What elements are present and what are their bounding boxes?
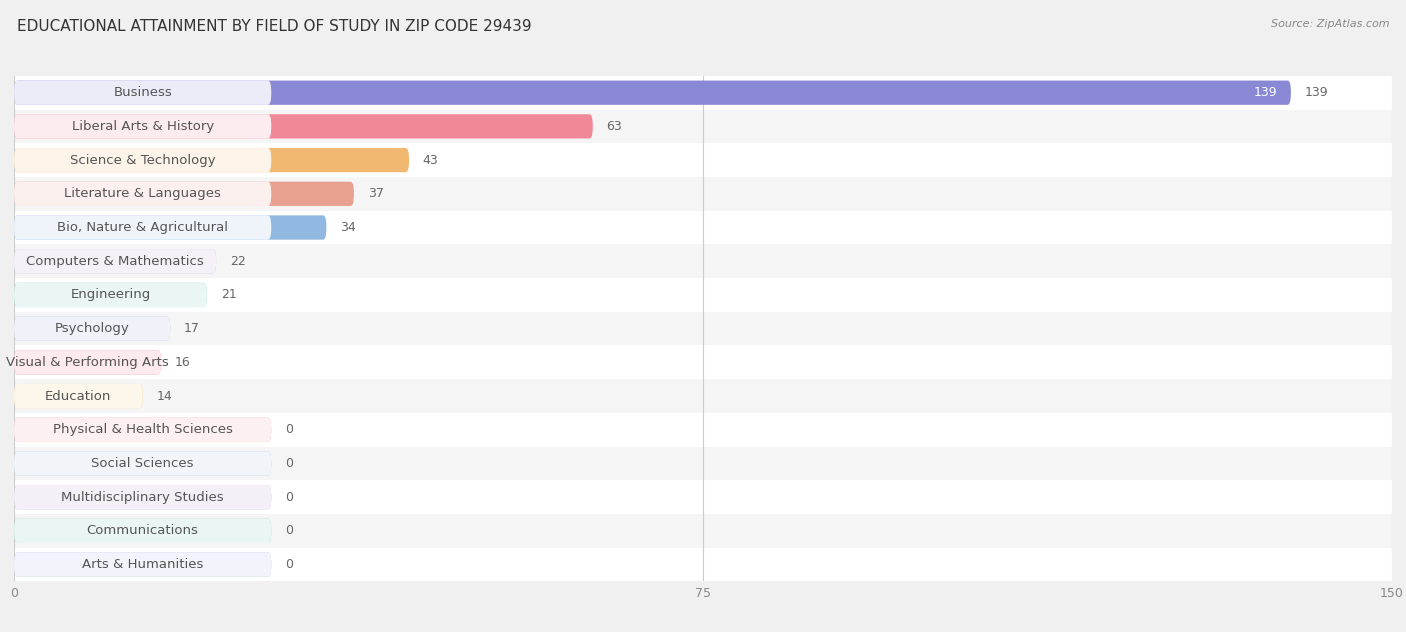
Text: Computers & Mathematics: Computers & Mathematics — [27, 255, 204, 268]
Text: Literature & Languages: Literature & Languages — [65, 187, 221, 200]
Text: 14: 14 — [156, 389, 172, 403]
Text: 17: 17 — [184, 322, 200, 335]
FancyBboxPatch shape — [14, 317, 170, 341]
Text: Science & Technology: Science & Technology — [70, 154, 215, 167]
Bar — [14, 245, 1392, 278]
Text: 0: 0 — [285, 558, 292, 571]
FancyBboxPatch shape — [14, 114, 593, 138]
FancyBboxPatch shape — [14, 384, 142, 408]
Text: 37: 37 — [368, 187, 384, 200]
Text: 139: 139 — [1254, 86, 1277, 99]
FancyBboxPatch shape — [14, 552, 271, 577]
Text: Visual & Performing Arts: Visual & Performing Arts — [6, 356, 169, 369]
Bar — [14, 379, 1392, 413]
FancyBboxPatch shape — [14, 350, 162, 375]
FancyBboxPatch shape — [14, 350, 162, 375]
Bar — [14, 210, 1392, 245]
FancyBboxPatch shape — [14, 283, 207, 307]
FancyBboxPatch shape — [14, 216, 271, 240]
Text: Business: Business — [114, 86, 172, 99]
FancyBboxPatch shape — [14, 317, 170, 341]
FancyBboxPatch shape — [14, 552, 271, 577]
FancyBboxPatch shape — [14, 216, 326, 240]
FancyBboxPatch shape — [14, 80, 271, 105]
Text: 43: 43 — [423, 154, 439, 167]
Bar — [14, 480, 1392, 514]
Text: Psychology: Psychology — [55, 322, 129, 335]
Text: 21: 21 — [221, 288, 236, 301]
Text: 0: 0 — [285, 457, 292, 470]
Text: 0: 0 — [285, 490, 292, 504]
Text: 34: 34 — [340, 221, 356, 234]
FancyBboxPatch shape — [14, 384, 142, 408]
FancyBboxPatch shape — [14, 80, 1291, 105]
FancyBboxPatch shape — [14, 451, 271, 476]
Text: EDUCATIONAL ATTAINMENT BY FIELD OF STUDY IN ZIP CODE 29439: EDUCATIONAL ATTAINMENT BY FIELD OF STUDY… — [17, 19, 531, 34]
Text: 0: 0 — [285, 423, 292, 436]
FancyBboxPatch shape — [14, 249, 217, 274]
Text: Liberal Arts & History: Liberal Arts & History — [72, 120, 214, 133]
Bar — [14, 312, 1392, 346]
Text: Engineering: Engineering — [70, 288, 150, 301]
Bar — [14, 514, 1392, 548]
Bar — [14, 278, 1392, 312]
Text: 0: 0 — [285, 525, 292, 537]
Text: Source: ZipAtlas.com: Source: ZipAtlas.com — [1271, 19, 1389, 29]
Text: Arts & Humanities: Arts & Humanities — [82, 558, 204, 571]
FancyBboxPatch shape — [14, 181, 354, 206]
FancyBboxPatch shape — [14, 418, 271, 442]
Text: Communications: Communications — [87, 525, 198, 537]
Text: 16: 16 — [174, 356, 191, 369]
Bar — [14, 109, 1392, 143]
Text: Multidisciplinary Studies: Multidisciplinary Studies — [62, 490, 224, 504]
Text: 63: 63 — [606, 120, 623, 133]
Bar — [14, 346, 1392, 379]
Bar — [14, 76, 1392, 109]
Bar — [14, 447, 1392, 480]
Text: Physical & Health Sciences: Physical & Health Sciences — [52, 423, 232, 436]
Text: Education: Education — [45, 389, 111, 403]
Text: 22: 22 — [231, 255, 246, 268]
FancyBboxPatch shape — [14, 148, 409, 173]
Text: Social Sciences: Social Sciences — [91, 457, 194, 470]
Bar — [14, 548, 1392, 581]
FancyBboxPatch shape — [14, 485, 271, 509]
FancyBboxPatch shape — [14, 283, 207, 307]
FancyBboxPatch shape — [14, 249, 217, 274]
FancyBboxPatch shape — [14, 114, 271, 138]
Bar — [14, 413, 1392, 447]
Bar — [14, 143, 1392, 177]
FancyBboxPatch shape — [14, 485, 271, 509]
Text: 139: 139 — [1305, 86, 1329, 99]
FancyBboxPatch shape — [14, 451, 271, 476]
Bar — [14, 177, 1392, 210]
FancyBboxPatch shape — [14, 519, 271, 543]
FancyBboxPatch shape — [14, 519, 271, 543]
Text: Bio, Nature & Agricultural: Bio, Nature & Agricultural — [58, 221, 228, 234]
FancyBboxPatch shape — [14, 181, 271, 206]
FancyBboxPatch shape — [14, 418, 271, 442]
FancyBboxPatch shape — [14, 148, 271, 173]
